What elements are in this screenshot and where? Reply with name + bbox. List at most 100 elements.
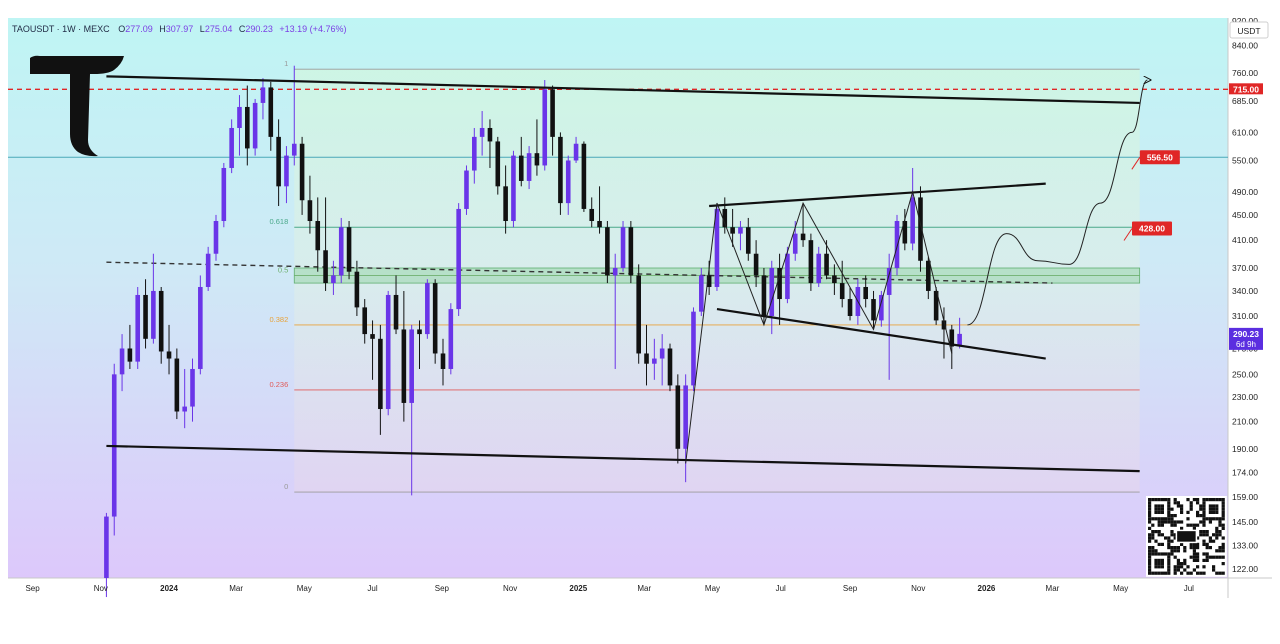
- qr-module: [1151, 546, 1155, 550]
- time-tick-label: Mar: [229, 584, 243, 593]
- qr-module: [1164, 520, 1168, 524]
- candle-body: [315, 221, 321, 251]
- qr-module: [1221, 549, 1225, 553]
- candle-body: [565, 160, 571, 204]
- price-tick-label: 610.00: [1232, 127, 1258, 137]
- qr-module: [1167, 517, 1171, 521]
- candle-body: [949, 329, 955, 347]
- qr-module: [1212, 568, 1216, 572]
- candle-body: [276, 136, 281, 187]
- candle-body: [769, 268, 775, 317]
- candle-body: [933, 290, 939, 321]
- time-tick-label: Mar: [637, 584, 651, 593]
- logo: [30, 55, 124, 157]
- time-tick-label: 2025: [569, 584, 587, 593]
- candle-body: [573, 143, 579, 161]
- candle-body: [612, 268, 618, 276]
- price-axis[interactable]: 122.00 133.00 145.00 159.00 174.00 190.00 210.…: [1229, 16, 1263, 574]
- qr-module: [1160, 504, 1164, 508]
- qr-module: [1215, 549, 1219, 553]
- qr-module: [1148, 507, 1152, 511]
- fib-level-label: 0.5: [278, 265, 288, 274]
- qr-module: [1221, 514, 1225, 518]
- qr-module: [1221, 571, 1225, 575]
- candle-body: [385, 294, 391, 410]
- qr-module: [1218, 549, 1222, 553]
- candle-body: [620, 227, 626, 269]
- qr-module: [1218, 571, 1222, 575]
- qr-module: [1154, 504, 1158, 508]
- qr-module: [1221, 562, 1225, 566]
- qr-module: [1157, 523, 1161, 527]
- qr-module: [1157, 565, 1161, 569]
- candle-body: [597, 221, 602, 228]
- qr-module: [1157, 510, 1161, 514]
- candle-body: [667, 348, 673, 386]
- candle-body: [307, 200, 313, 222]
- candle-body: [745, 227, 751, 254]
- price-badge-text: 290.23: [1233, 329, 1259, 339]
- qr-module: [1218, 530, 1222, 534]
- time-tick-label: May: [1113, 584, 1128, 593]
- qr-module: [1212, 498, 1216, 502]
- qr-module: [1192, 542, 1196, 546]
- candle-body: [284, 155, 289, 187]
- qr-module: [1160, 562, 1164, 566]
- qr-module: [1192, 526, 1196, 530]
- candle-body: [785, 253, 790, 300]
- qr-module: [1151, 498, 1155, 502]
- qr-module: [1196, 542, 1200, 546]
- qr-module: [1148, 558, 1152, 562]
- qr-module: [1196, 552, 1200, 556]
- qr-module: [1180, 504, 1184, 508]
- qr-module: [1157, 504, 1161, 508]
- qr-module: [1160, 542, 1164, 546]
- qr-module: [1164, 571, 1168, 575]
- trendline: [106, 444, 1140, 473]
- candle-body: [534, 153, 540, 166]
- qr-module: [1154, 549, 1158, 553]
- qr-module: [1160, 552, 1164, 556]
- qr-module: [1164, 536, 1168, 540]
- price-tick-label: 310.00: [1232, 311, 1258, 321]
- qr-module: [1205, 546, 1209, 550]
- candle-body: [378, 338, 383, 410]
- qr-module: [1202, 520, 1206, 524]
- qr-module: [1170, 520, 1174, 524]
- candle-body: [182, 406, 187, 412]
- time-axis[interactable]: Sep Nov 2024 Mar May Jul Sep Nov 2025 Mar May Jul Se…: [25, 584, 1194, 593]
- symbol-info[interactable]: TAOUSDT · 1W · MEXC: [12, 24, 110, 34]
- qr-module: [1189, 523, 1193, 527]
- time-tick-label: Jul: [1184, 584, 1194, 593]
- target-pointer: [1123, 228, 1133, 241]
- qr-module: [1157, 530, 1161, 534]
- qr-module: [1205, 533, 1209, 537]
- qr-module: [1167, 555, 1171, 559]
- trendline: [106, 75, 1140, 105]
- candle-body: [190, 368, 195, 407]
- qr-module: [1148, 504, 1152, 508]
- trendlines: [106, 75, 1140, 473]
- candle-body: [135, 294, 141, 362]
- qr-module: [1192, 549, 1196, 553]
- candle-body: [542, 89, 548, 166]
- time-tick-label: Nov: [911, 584, 925, 593]
- price-tick-label: 760.00: [1232, 68, 1258, 78]
- candle-body: [260, 87, 266, 103]
- qr-module: [1199, 507, 1203, 511]
- qr-module: [1148, 562, 1152, 566]
- price-tick-label: 340.00: [1232, 286, 1258, 296]
- qr-module: [1221, 542, 1225, 546]
- candle-body: [393, 294, 399, 330]
- qr-module: [1154, 539, 1158, 543]
- qr-module: [1202, 498, 1206, 502]
- qr-module: [1221, 523, 1225, 527]
- qr-module: [1164, 517, 1168, 521]
- candle-body: [816, 253, 822, 284]
- candle-body: [879, 294, 884, 321]
- price-tick-label: 410.00: [1232, 235, 1258, 245]
- qr-module: [1180, 565, 1184, 569]
- horizontal-line: [106, 261, 1053, 284]
